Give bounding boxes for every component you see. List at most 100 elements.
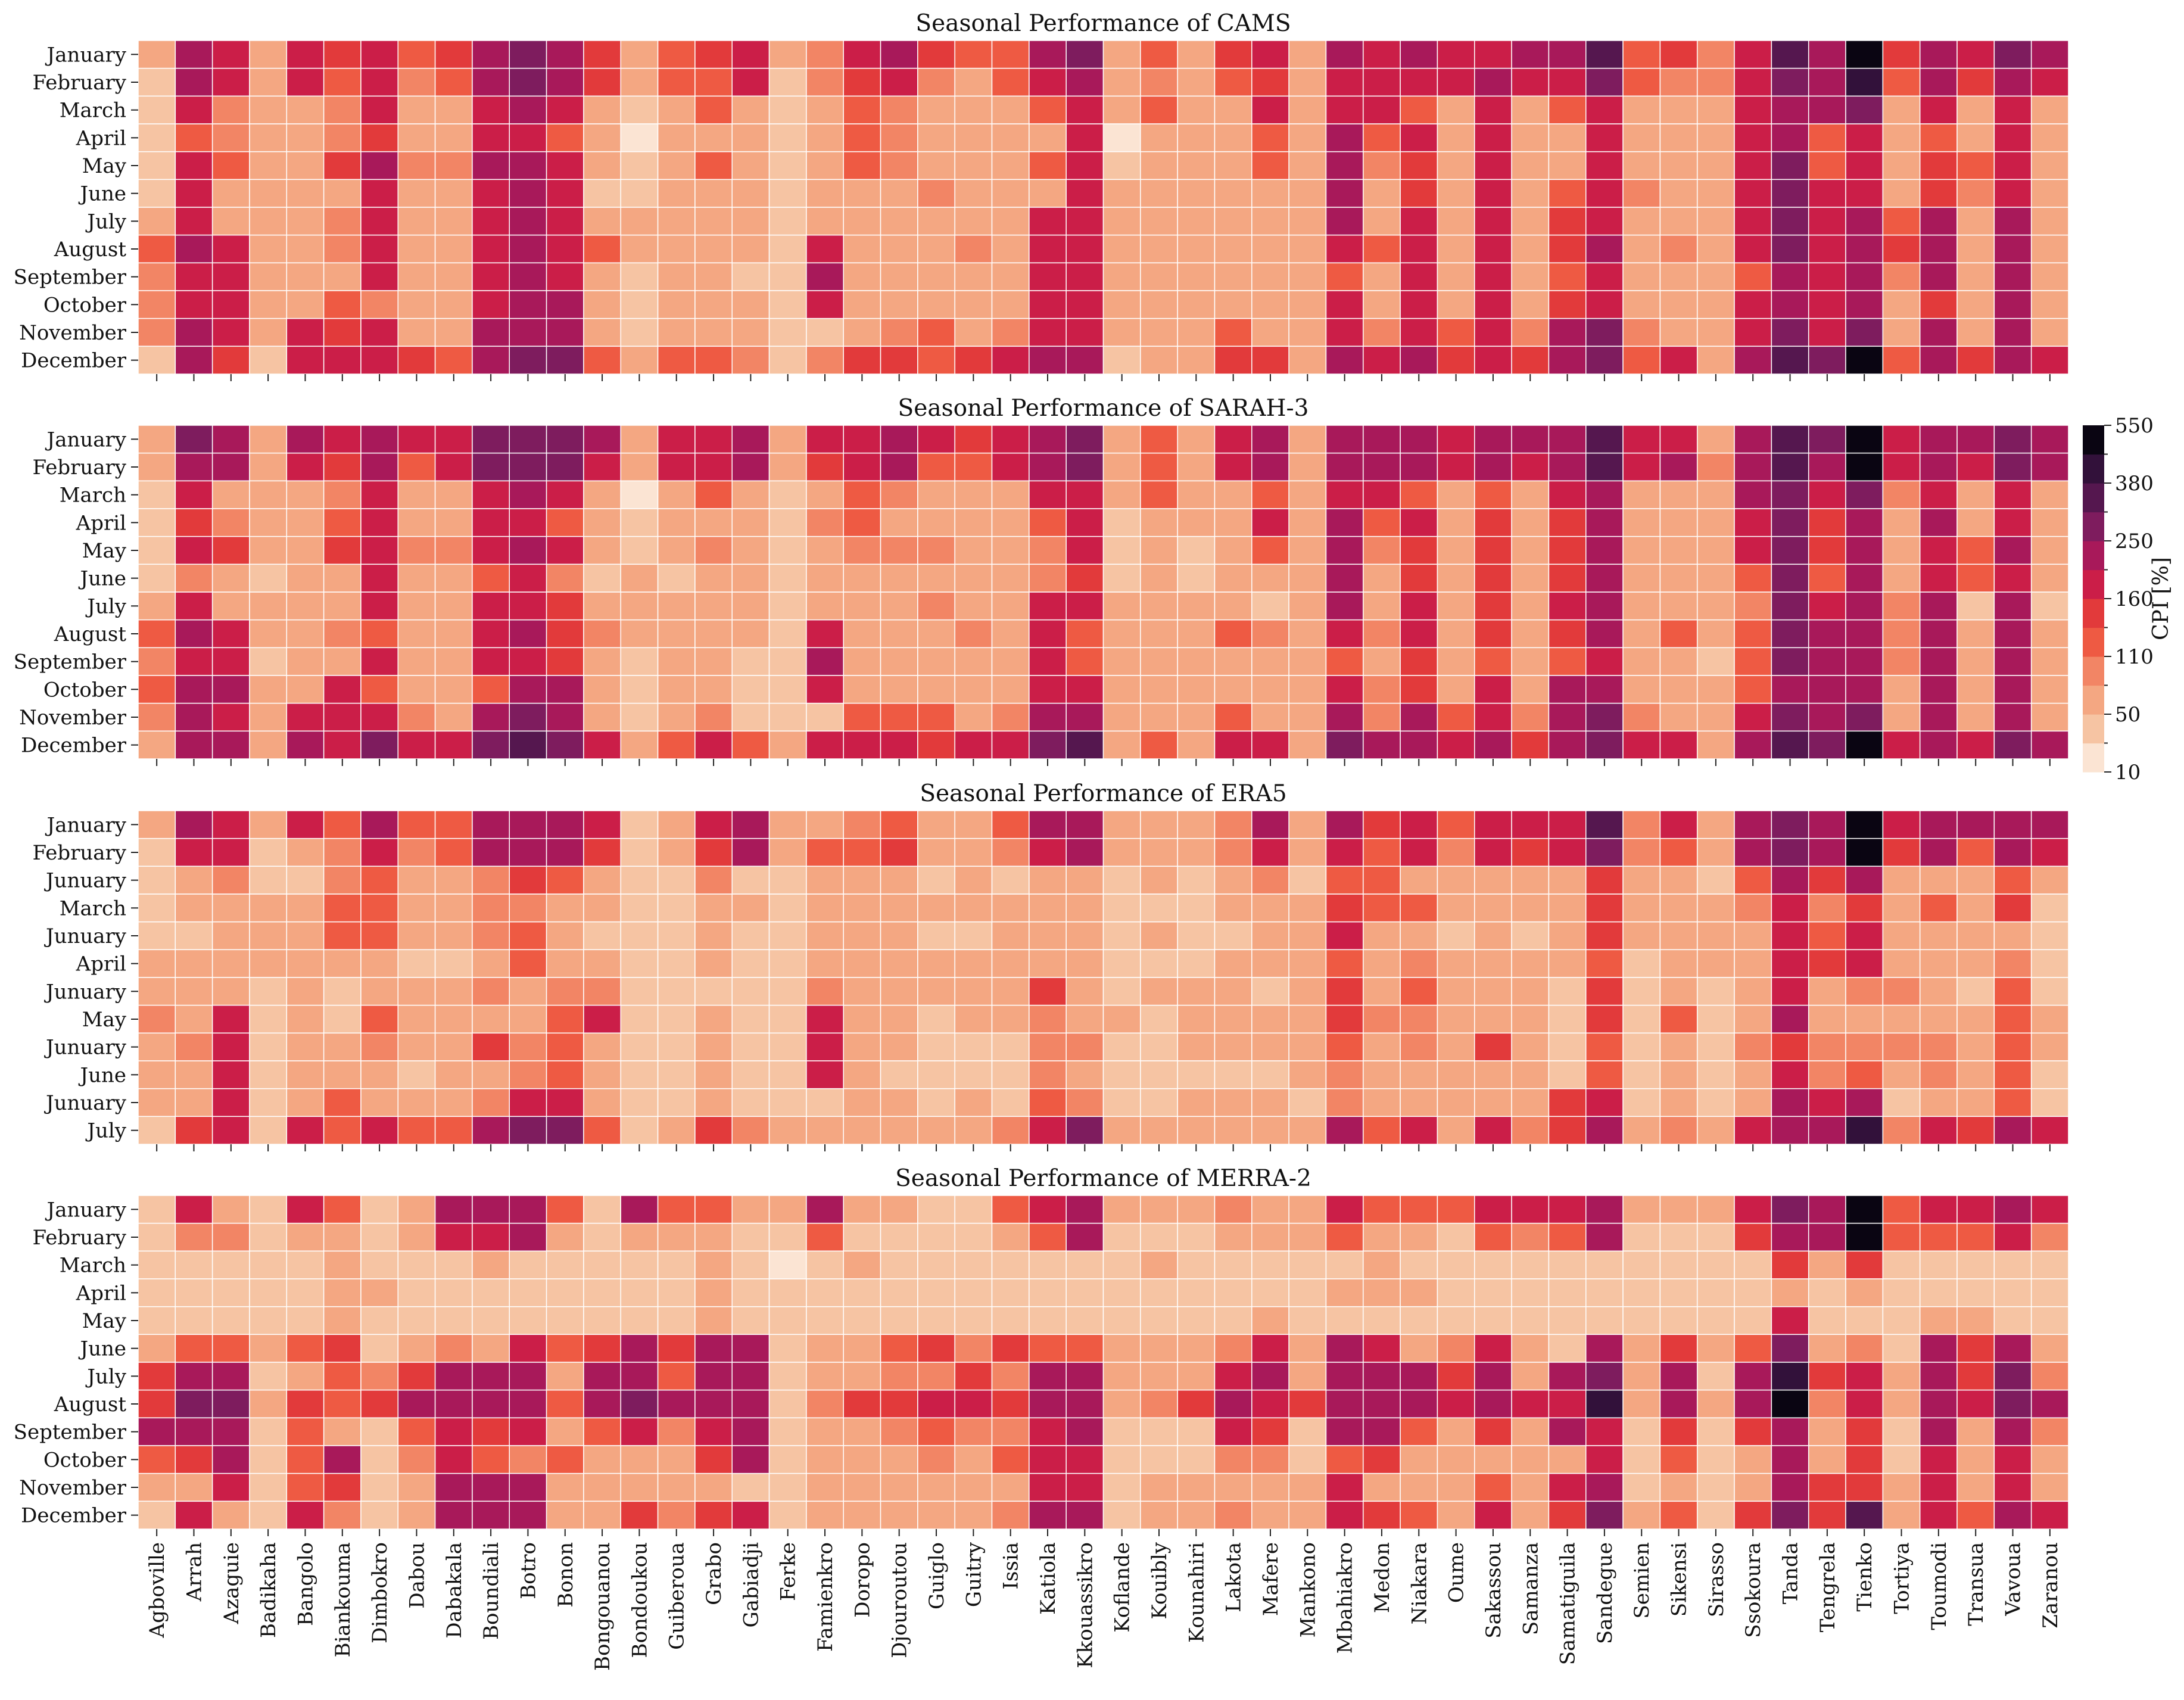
heatmap-cell: [1400, 619, 1438, 649]
heatmap-cell: [1696, 1362, 1735, 1391]
heatmap-cell: [1437, 1250, 1475, 1279]
heatmap-cell: [1363, 1222, 1401, 1252]
heatmap-cell: [1400, 1500, 1438, 1530]
heatmap-cell: [138, 1417, 176, 1446]
heatmap-cell: [546, 317, 584, 347]
heatmap-cell: [1102, 810, 1141, 839]
heatmap-cell: [768, 563, 807, 593]
heatmap-cell: [286, 1004, 325, 1034]
heatmap-cell: [880, 1417, 918, 1446]
heatmap-cell: [546, 1472, 584, 1502]
heatmap-cell: [546, 345, 584, 375]
heatmap-cell: [620, 345, 659, 375]
heatmap-cell: [323, 480, 362, 509]
heatmap-cell: [1659, 1250, 1698, 1279]
heatmap-cell: [286, 452, 325, 482]
heatmap-cell: [175, 1222, 213, 1252]
heatmap-cell: [731, 1195, 770, 1224]
heatmap-cell: [806, 234, 844, 264]
heatmap-cell: [249, 1278, 288, 1307]
heatmap-cell: [434, 1389, 473, 1419]
heatmap-cell: [323, 535, 362, 565]
heatmap-cell: [138, 123, 176, 152]
heatmap-cell: [1956, 1116, 1995, 1145]
heatmap-cell: [917, 1306, 955, 1335]
heatmap-cell: [1288, 563, 1327, 593]
heatmap-cell: [1140, 921, 1178, 951]
heatmap-cell: [1659, 535, 1698, 565]
heatmap-cell: [286, 1389, 325, 1419]
heatmap-cell: [731, 1445, 770, 1474]
heatmap-cell: [1659, 1362, 1698, 1391]
heatmap-cell: [211, 1445, 250, 1474]
heatmap-cell: [991, 647, 1030, 676]
heatmap-cell: [286, 921, 325, 951]
heatmap-cell: [323, 949, 362, 978]
heatmap-cell: [211, 67, 250, 97]
heatmap-cell: [731, 1334, 770, 1363]
heatmap-cell: [1882, 1306, 1921, 1335]
heatmap-cell: [1474, 179, 1512, 208]
y-tick-label: October: [43, 293, 127, 317]
heatmap-cell: [1511, 1500, 1550, 1530]
heatmap-cell: [323, 151, 362, 180]
heatmap-cell: [286, 1306, 325, 1335]
heatmap-cell: [880, 837, 918, 867]
heatmap-cell: [806, 1445, 844, 1474]
heatmap-cell: [1474, 452, 1512, 482]
heatmap-cell: [211, 1278, 250, 1307]
heatmap-cell: [731, 1472, 770, 1502]
heatmap-cell: [1659, 730, 1698, 759]
heatmap-cell: [509, 1334, 547, 1363]
heatmap-cell: [991, 675, 1030, 704]
heatmap-cell: [991, 977, 1030, 1006]
heatmap-cell: [1325, 1250, 1364, 1279]
heatmap-cell: [1363, 1116, 1401, 1145]
heatmap-cell: [843, 425, 881, 454]
heatmap-cell: [1214, 425, 1253, 454]
heatmap-cell: [2030, 563, 2069, 593]
heatmap-cell: [1140, 730, 1178, 759]
heatmap-cell: [1214, 837, 1253, 867]
heatmap-cell: [434, 1195, 473, 1224]
heatmap-cell: [1474, 1032, 1512, 1061]
y-tick-label: October: [43, 1448, 127, 1472]
heatmap-cell: [1548, 425, 1587, 454]
heatmap-cell: [1993, 1417, 2032, 1446]
heatmap-cell: [1882, 425, 1921, 454]
heatmap-cell: [472, 949, 510, 978]
heatmap-cell: [768, 1445, 807, 1474]
heatmap-cell: [1214, 1362, 1253, 1391]
heatmap-cell: [1511, 317, 1550, 347]
heatmap-cell: [360, 1222, 399, 1252]
heatmap-cell: [1548, 563, 1587, 593]
heatmap-cell: [1325, 1088, 1364, 1117]
heatmap-cell: [1734, 1417, 1772, 1446]
heatmap-cell: [509, 921, 547, 951]
heatmap-cell: [1177, 290, 1216, 319]
heatmap-cell: [694, 921, 733, 951]
heatmap-cell: [1363, 95, 1401, 124]
heatmap-cell: [620, 1032, 659, 1061]
heatmap-cell: [323, 40, 362, 69]
heatmap-cell: [249, 262, 288, 291]
heatmap-cell: [211, 290, 250, 319]
heatmap-cell: [917, 977, 955, 1006]
heatmap-cell: [1325, 425, 1364, 454]
heatmap-cell: [1919, 317, 1958, 347]
heatmap-cell: [1029, 837, 1067, 867]
heatmap-cell: [731, 67, 770, 97]
heatmap-cell: [1437, 977, 1475, 1006]
heatmap-cell: [731, 1088, 770, 1117]
heatmap-cell: [138, 67, 176, 97]
heatmap-cell: [286, 508, 325, 537]
heatmap-cell: [620, 508, 659, 537]
heatmap-cell: [1845, 234, 1884, 264]
heatmap-cell: [546, 1032, 584, 1061]
heatmap-cell: [991, 837, 1030, 867]
heatmap-cell: [509, 810, 547, 839]
heatmap-cell: [1511, 1032, 1550, 1061]
heatmap-cell: [397, 1195, 436, 1224]
heatmap-cell: [2030, 1334, 2069, 1363]
heatmap-cell: [917, 317, 955, 347]
